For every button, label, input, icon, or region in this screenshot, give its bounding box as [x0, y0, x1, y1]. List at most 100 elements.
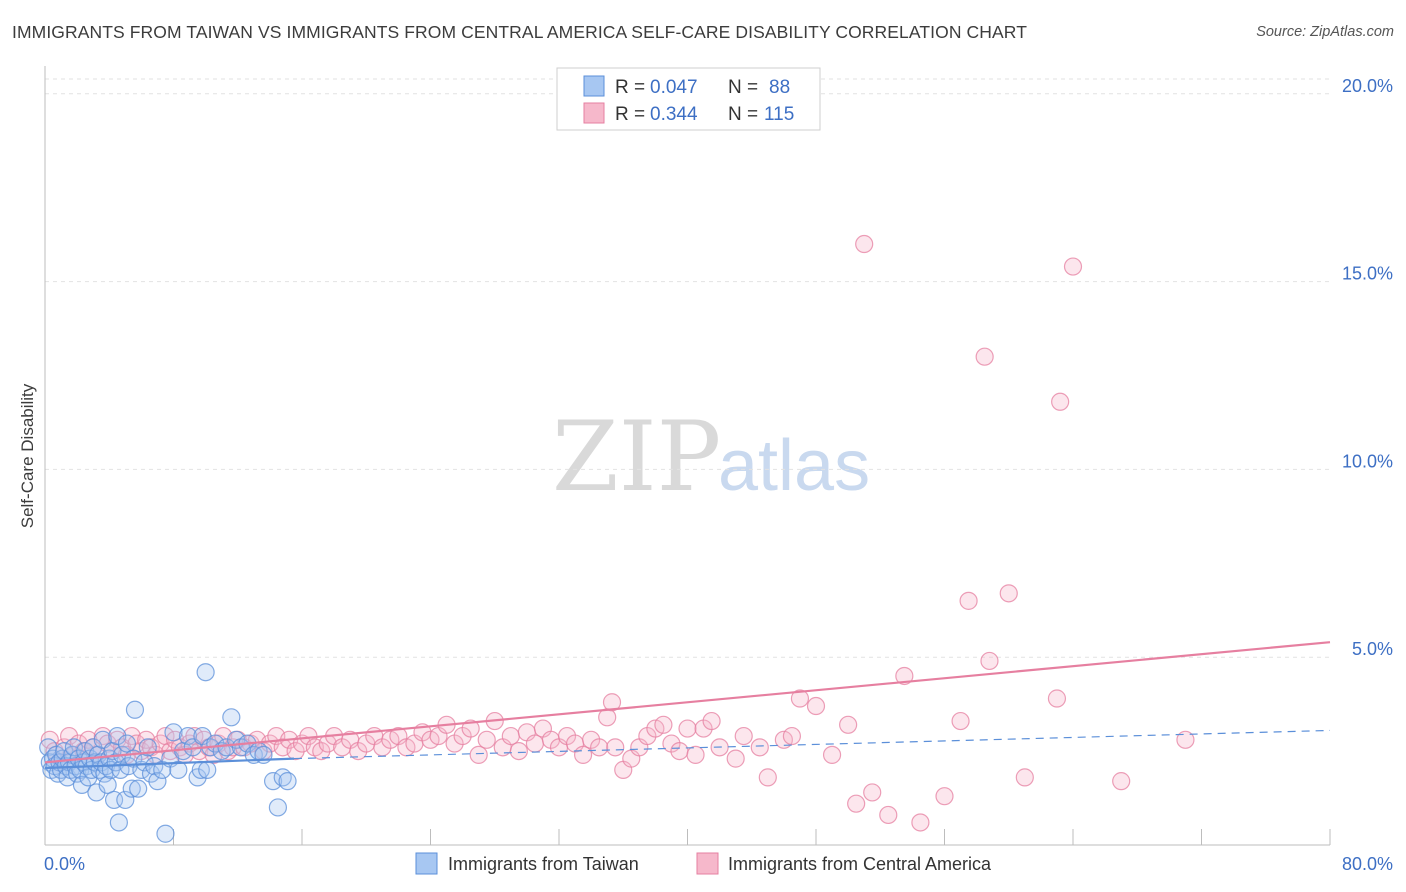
data-point — [782, 726, 802, 746]
legend-swatch-central-america — [583, 102, 605, 124]
data-point — [198, 760, 217, 779]
data-point — [959, 591, 978, 610]
data-point — [501, 726, 520, 746]
x-tick-label: 0.0% — [44, 854, 85, 874]
legend-bottom-label-taiwan: Immigrants from Taiwan — [448, 854, 639, 874]
trend-line — [44, 757, 295, 770]
legend-n-value-central-america: 115 — [764, 104, 794, 125]
data-point — [477, 730, 496, 749]
watermark: ZIP atlas — [552, 401, 870, 513]
data-point — [895, 666, 914, 686]
legend-bottom-swatch-central-america — [696, 852, 719, 875]
axes — [44, 66, 1331, 846]
gridlines — [45, 78, 1330, 658]
data-point — [590, 738, 609, 757]
source-credit: Source: ZipAtlas.com — [1256, 24, 1394, 40]
data-point — [822, 745, 842, 764]
data-point — [169, 760, 188, 779]
data-point — [125, 700, 145, 719]
legend-r-label-taiwan: R = — [615, 77, 645, 98]
data-point — [64, 738, 84, 757]
data-point — [263, 772, 283, 791]
data-point — [461, 719, 480, 738]
data-point — [750, 738, 769, 757]
data-point — [1015, 768, 1034, 787]
legend-n-label-central-america: N = — [728, 104, 758, 125]
data-point — [935, 787, 954, 806]
data-point — [278, 772, 297, 791]
trend-line — [44, 641, 1331, 764]
data-point — [1176, 730, 1195, 749]
data-point — [129, 779, 148, 798]
data-point — [156, 824, 175, 843]
y-tick-label: 5.0% — [1352, 639, 1393, 659]
data-point — [686, 745, 705, 764]
data-point — [1047, 689, 1067, 708]
data-point — [469, 745, 488, 764]
trend-lines — [44, 641, 1331, 770]
data-point — [847, 794, 866, 813]
data-point — [702, 711, 721, 731]
y-axis-label: Self-Care Disability — [18, 383, 37, 528]
data-point — [116, 790, 135, 810]
data-point — [40, 730, 59, 749]
legend-top: R = 0.047 N = 88 R = 0.344 N = 115 — [556, 67, 821, 131]
watermark-atlas: atlas — [718, 426, 870, 506]
data-point — [863, 783, 882, 802]
y-tick-label: 15.0% — [1342, 264, 1393, 284]
legend-r-value-taiwan: 0.047 — [650, 77, 698, 98]
data-point — [606, 738, 625, 757]
legend-r-label-central-america: R = — [615, 104, 645, 125]
data-point — [1051, 392, 1070, 411]
y-tick-labels: 5.0% 10.0% 15.0% 20.0% — [1342, 76, 1393, 659]
legend-swatch-taiwan — [583, 75, 605, 97]
data-point — [726, 749, 745, 768]
legend-bottom-label-central-america: Immigrants from Central America — [728, 854, 992, 874]
data-point — [758, 768, 777, 787]
data-point — [573, 745, 593, 764]
data-points — [39, 234, 1195, 843]
y-tick-label: 20.0% — [1342, 76, 1393, 96]
data-point — [734, 726, 753, 746]
data-point — [999, 584, 1018, 603]
data-point — [117, 734, 137, 753]
legend-r-value-central-america: 0.344 — [650, 104, 698, 125]
chart-title: IMMIGRANTS FROM TAIWAN VS IMMIGRANTS FRO… — [12, 22, 1027, 42]
data-point — [178, 726, 198, 746]
trend-line-extension — [293, 729, 1331, 760]
data-point — [1063, 257, 1083, 276]
data-point — [525, 734, 545, 753]
legend-n-label-taiwan: N = — [728, 77, 758, 98]
data-point — [72, 775, 92, 795]
data-point — [1112, 772, 1131, 791]
x-tick-labels: 0.0% 80.0% — [44, 854, 1393, 874]
data-point — [855, 234, 874, 254]
data-point — [108, 726, 127, 746]
data-point — [678, 719, 697, 738]
data-point — [602, 693, 622, 712]
data-point — [670, 741, 689, 761]
data-point — [975, 347, 994, 366]
data-point — [790, 689, 810, 708]
data-point — [312, 741, 331, 761]
data-point — [286, 741, 305, 761]
data-point — [654, 715, 673, 734]
data-point — [109, 813, 128, 832]
data-point — [879, 805, 898, 825]
data-point — [911, 813, 930, 832]
data-point — [509, 741, 528, 761]
data-point — [217, 738, 236, 757]
legend-bottom-swatch-taiwan — [415, 852, 438, 875]
legend-bottom: Immigrants from Taiwan Immigrants from C… — [415, 852, 992, 875]
legend-n-value-taiwan: 88 — [769, 77, 790, 98]
data-point — [268, 798, 288, 817]
data-point — [951, 711, 970, 731]
x-tick-label: 80.0% — [1342, 854, 1393, 874]
data-point — [980, 651, 999, 671]
watermark-zip: ZIP — [552, 401, 721, 513]
data-point — [122, 779, 141, 798]
data-point — [839, 715, 858, 734]
data-point — [806, 696, 826, 716]
data-point — [196, 663, 215, 682]
